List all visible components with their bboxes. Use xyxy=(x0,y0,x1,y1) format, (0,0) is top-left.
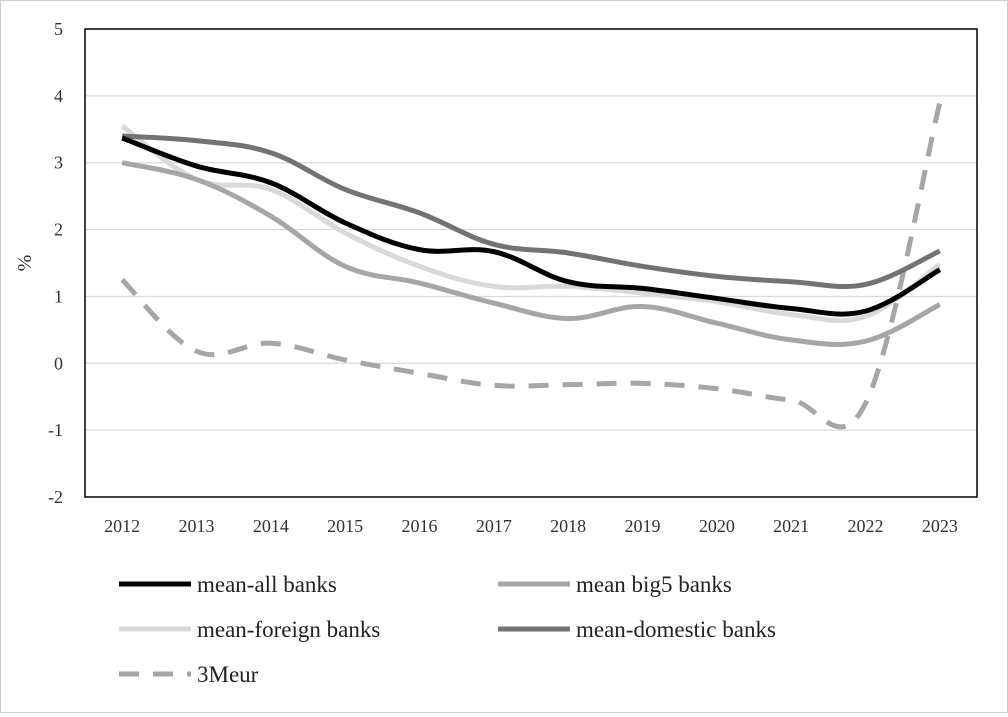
y-tick-label: 2 xyxy=(54,220,63,240)
y-axis-title: % xyxy=(14,255,36,272)
x-tick-label: 2018 xyxy=(550,516,586,536)
legend-label: mean big5 banks xyxy=(576,572,732,597)
legend-label: mean-all banks xyxy=(197,572,337,597)
y-tick-label: 4 xyxy=(54,86,63,106)
series-lines xyxy=(120,101,943,430)
legend-item: 3Meur xyxy=(119,662,259,687)
x-tick-label: 2022 xyxy=(848,516,884,536)
x-tick-label: 2014 xyxy=(253,516,289,536)
x-tick-label: 2020 xyxy=(699,516,735,536)
series-line-2 xyxy=(120,123,942,324)
x-axis-ticks: 2012 2013 2014 2015 2016 2017 2018 2019 2020 2021… xyxy=(104,516,958,536)
plot-area-frame xyxy=(84,28,978,498)
y-tick-label: -2 xyxy=(48,487,63,507)
series-line-1 xyxy=(121,160,941,347)
series-line-3 xyxy=(122,133,941,289)
y-tick-label: 5 xyxy=(54,19,63,39)
y-tick-label: 3 xyxy=(54,153,63,173)
x-tick-label: 2023 xyxy=(922,516,958,536)
gridlines xyxy=(85,95,977,431)
legend: mean-all banks mean big5 banks mean-foreig… xyxy=(119,572,776,687)
legend-item: mean-domestic banks xyxy=(498,617,776,642)
x-tick-label: 2013 xyxy=(179,516,215,536)
x-tick-label: 2016 xyxy=(402,516,438,536)
y-tick-label: -1 xyxy=(48,420,63,440)
y-tick-label: 0 xyxy=(54,353,63,373)
x-tick-label: 2021 xyxy=(773,516,809,536)
legend-item: mean big5 banks xyxy=(498,572,732,597)
x-tick-label: 2015 xyxy=(327,516,363,536)
series-line-4 xyxy=(120,101,943,430)
legend-label: mean-domestic banks xyxy=(576,617,776,642)
legend-item: mean-foreign banks xyxy=(119,617,380,642)
y-tick-label: 1 xyxy=(54,286,63,306)
y-axis-ticks: -2 -1 0 1 2 3 4 5 xyxy=(48,19,63,507)
x-tick-label: 2012 xyxy=(104,516,140,536)
legend-label: 3Meur xyxy=(197,662,259,687)
x-tick-label: 2017 xyxy=(476,516,512,536)
legend-item: mean-all banks xyxy=(119,572,337,597)
series-line-0 xyxy=(121,135,942,317)
legend-label: mean-foreign banks xyxy=(197,617,380,642)
x-tick-label: 2019 xyxy=(625,516,661,536)
